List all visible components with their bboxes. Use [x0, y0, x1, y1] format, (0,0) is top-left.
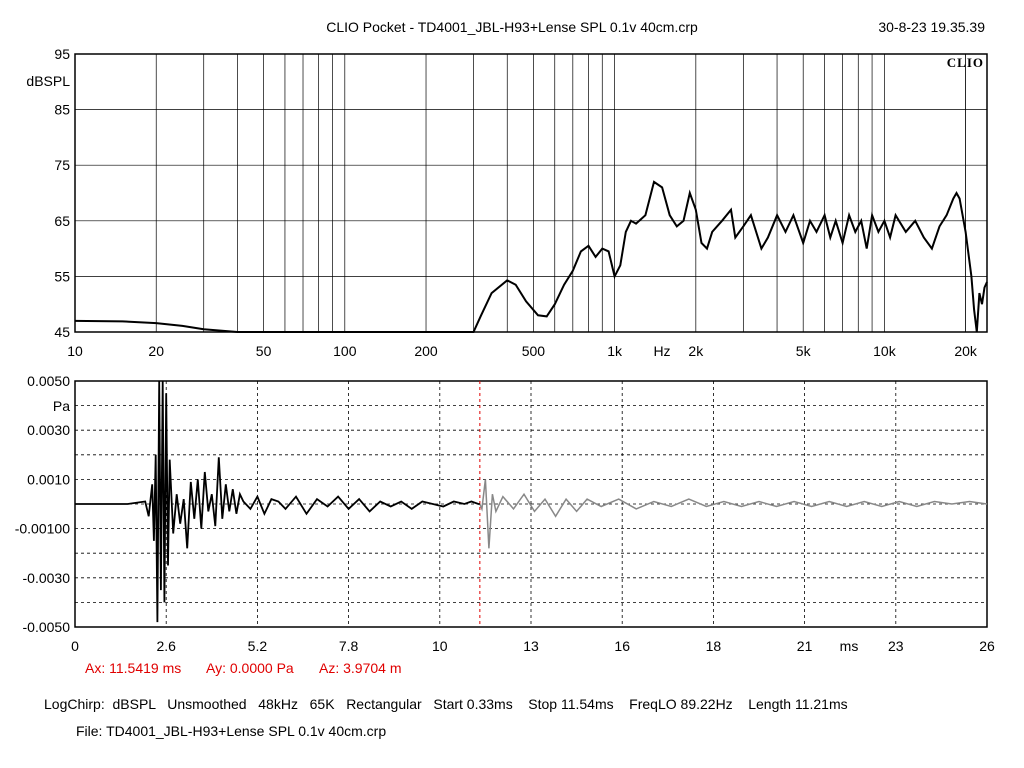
- fr-xtick-label: 100: [333, 343, 357, 359]
- ir-xunit: ms: [840, 638, 859, 654]
- fr-ytick-label: 75: [54, 157, 70, 173]
- ir-xtick-label: 13: [523, 638, 539, 654]
- fr-ytick-label: 65: [54, 213, 70, 229]
- ir-ytick-label: -0.0030: [23, 570, 71, 586]
- cursor-ay: Ay: 0.0000 Pa: [206, 660, 294, 676]
- ir-xtick-label: 10: [432, 638, 448, 654]
- fr-xtick-label: 50: [256, 343, 272, 359]
- fr-xtick-label: 1k: [607, 343, 623, 359]
- fr-frame: [74, 53, 988, 333]
- fr-xunit: Hz: [653, 343, 670, 359]
- fr-ytick-label: 45: [54, 324, 70, 340]
- fr-xtick-label: 10: [67, 343, 83, 359]
- cursor-ax: Ax: 11.5419 ms: [85, 660, 181, 676]
- ir-xtick-label: 7.8: [339, 638, 359, 654]
- fr-xtick-label: 10k: [873, 343, 897, 359]
- ir-ylabel: Pa: [53, 398, 70, 414]
- fr-ytick-label: 55: [54, 268, 70, 284]
- ir-xtick-label: 5.2: [248, 638, 268, 654]
- ir-ytick-label: 0.0030: [27, 422, 70, 438]
- ir-ytick-label: 0.0050: [27, 373, 70, 389]
- fr-ylabel: dBSPL: [26, 73, 70, 89]
- ir-ungated-series: [479, 479, 988, 549]
- fr-xtick-label: 20: [148, 343, 164, 359]
- chart-title: CLIO Pocket - TD4001_JBL-H93+Lense SPL 0…: [326, 19, 698, 35]
- ir-ytick-label: -0.00100: [15, 521, 70, 537]
- ir-grid: [75, 381, 987, 627]
- fr-xtick-label: 500: [522, 343, 546, 359]
- fr-xtick-label: 5k: [796, 343, 812, 359]
- ir-xtick-label: 23: [888, 638, 904, 654]
- ir-gated-series: [75, 380, 480, 623]
- fr-ytick-label: 95: [54, 46, 70, 62]
- fr-xtick-label: 2k: [688, 343, 704, 359]
- fr-series-line: [74, 180, 988, 333]
- cursor-az: Az: 3.9704 m: [319, 660, 402, 676]
- measurement-params: LogChirp: dBSPL Unsmoothed 48kHz 65K Rec…: [44, 696, 848, 712]
- ir-xtick-label: 26: [979, 638, 995, 654]
- fr-grid: [75, 54, 987, 332]
- fr-ytick-label: 85: [54, 102, 70, 118]
- frequency-response-plot: CLIO dBSPL Hz 10 20 50 100 200 500 1k 2k 5k 10k 20…: [26, 46, 988, 359]
- clio-logo: CLIO: [947, 55, 984, 70]
- ir-xtick-label: 21: [797, 638, 813, 654]
- fr-xtick-label: 200: [414, 343, 438, 359]
- ir-xtick-label: 16: [614, 638, 630, 654]
- ir-xtick-label: 2.6: [156, 638, 176, 654]
- fr-xtick-label: 20k: [954, 343, 978, 359]
- ir-ytick-label: 0.0010: [27, 471, 70, 487]
- ir-ytick-label: -0.0050: [23, 619, 71, 635]
- ir-xtick-label: 0: [71, 638, 79, 654]
- file-name: File: TD4001_JBL-H93+Lense SPL 0.1v 40cm…: [76, 723, 387, 739]
- timestamp: 30-8-23 19.35.39: [878, 19, 985, 35]
- fr-tick-labels: 10 20 50 100 200 500 1k 2k 5k 10k 20k 95 85 75 65 55 45: [54, 46, 977, 359]
- ir-xtick-label: 18: [706, 638, 722, 654]
- impulse-response-plot: Pa ms 0 2.6 5.2 7.8 10 13 16 18 21 23 26 0.0050 0.00…: [15, 373, 995, 654]
- ir-tick-labels: 0 2.6 5.2 7.8 10 13 16 18 21 23 26 0.0050 0.0030 0.00…: [15, 373, 995, 654]
